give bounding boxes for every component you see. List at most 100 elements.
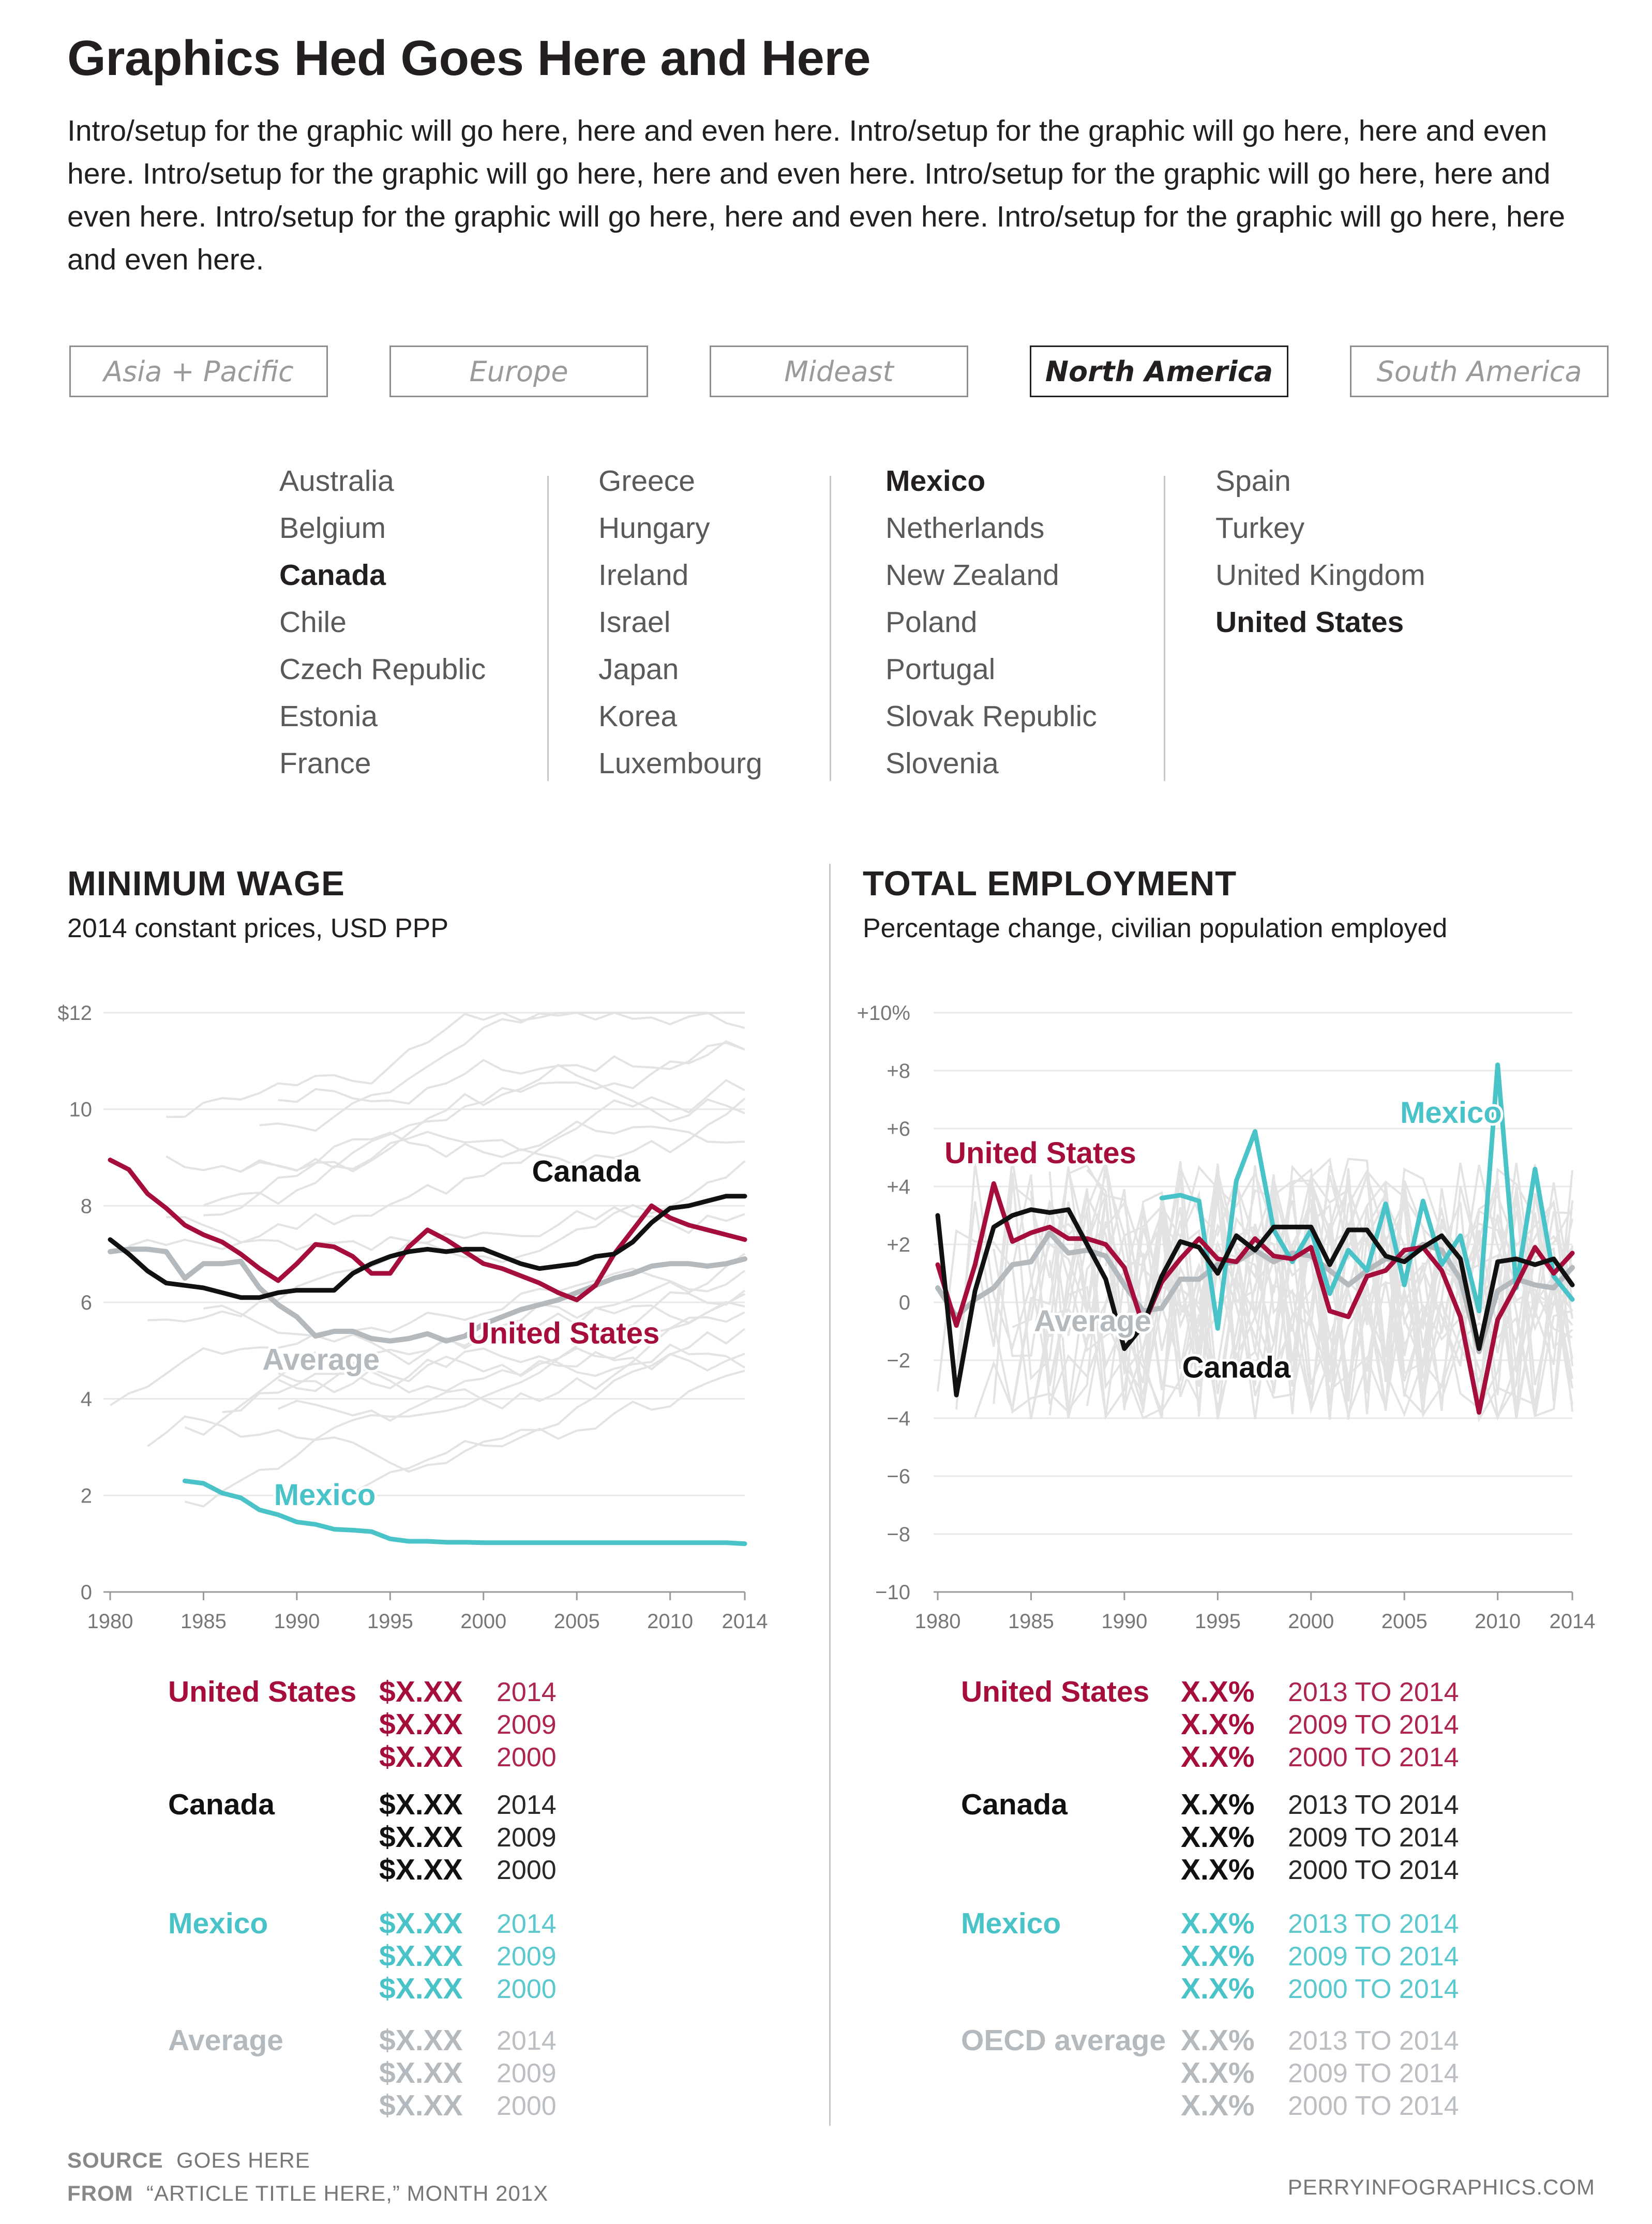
summary-period: 2000 [497,2091,557,2121]
summary-period: 2014 [497,2026,557,2056]
country-item[interactable]: Japan [598,653,679,686]
summary-period: 2009 [497,1710,557,1740]
background-country-line [166,1063,745,1173]
background-country-line [278,1370,745,1506]
minimum-wage-chart: 0 2 4 6 8 10 $12 1980 1985 1990 1995 2000 2005 2010 20… [57,1002,768,1633]
background-country-line [184,1289,746,1508]
y-tick-label: 6 [81,1291,92,1314]
country-column: Australia Belgium Canada Chile Czech Republi… [279,458,486,787]
wage-chart-header: MINIMUM WAGE 2014 constant prices, USD P… [67,864,448,944]
summary-period: 2013 TO 2014 [1288,1790,1459,1820]
country-item[interactable]: Australia [279,464,394,498]
summary-period: 2000 [497,1742,557,1772]
country-item[interactable]: Turkey [1215,512,1305,545]
summary-value: X.X% [1181,1907,1255,1940]
x-tick-label: 2014 [1550,1610,1596,1633]
x-tick-label: 2000 [460,1610,506,1633]
summary-value: $X.XX [379,2056,463,2090]
country-item[interactable]: Chile [279,606,347,639]
y-tick-label: +4 [887,1176,910,1198]
summary-value: X.X% [1181,1788,1255,1821]
x-tick-label: 2005 [554,1610,600,1633]
y-tick-label: 4 [81,1388,92,1411]
panel-divider [829,864,831,2126]
country-item[interactable]: France [279,747,371,780]
summary-value: $X.XX [379,2089,463,2122]
background-country-line [278,1042,745,1105]
y-tick-label: −10 [875,1581,910,1604]
background-country-line [259,1011,745,1132]
country-item[interactable]: United Kingdom [1215,559,1425,592]
series-line-canada [935,1207,1575,1397]
summary-period: 2000 TO 2014 [1288,1855,1459,1885]
summary-period: 2014 [497,1909,557,1939]
country-item[interactable]: Poland [885,606,978,639]
summary-value: X.X% [1181,2089,1255,2122]
summary-period: 2014 [497,1677,557,1707]
summary-value: $X.XX [379,1708,463,1741]
x-tick-label: 1980 [87,1610,133,1633]
country-item[interactable]: Netherlands [885,512,1045,545]
summary-period: 2014 [497,1790,557,1820]
summary-value: X.X% [1181,1972,1255,2005]
country-item[interactable]: Israel [598,606,671,639]
country-item[interactable]: United States [1215,606,1404,639]
summary-period: 2009 TO 2014 [1288,1942,1459,1972]
y-tick-label: 0 [899,1291,910,1314]
column-divider [830,476,831,781]
background-country-line [278,1311,745,1422]
country-item[interactable]: Czech Republic [279,653,486,686]
summary-period: 2013 TO 2014 [1288,1909,1459,1939]
graphic-intro: Intro/setup for the graphic will go here… [67,114,1566,276]
series-line-mexico [182,1478,747,1546]
country-item[interactable]: Korea [598,700,678,733]
summary-value: X.X% [1181,1708,1255,1741]
employment-chart: −10 −8 −6 −4 −2 0 +2 +4 +6 +8 +10% 1980 1985 1990 1995… [857,1002,1596,1633]
summary-value: X.X% [1181,2056,1255,2090]
tab-europe[interactable]: Europe [389,345,648,397]
summary-value: X.X% [1181,2024,1255,2057]
summary-value: $X.XX [379,1788,463,1821]
country-item[interactable]: Mexico [885,464,986,498]
country-item[interactable]: Luxembourg [598,747,762,780]
summary-value: $X.XX [379,1740,463,1774]
series-line-mexico [1159,1062,1575,1331]
country-item[interactable]: Spain [1215,464,1291,498]
background-country-line [1048,1168,1573,1416]
tab-mideast[interactable]: Mideast [710,345,968,397]
employment-chart-header: TOTAL EMPLOYMENT Percentage change, civi… [863,864,1447,944]
tab-south-america[interactable]: South America [1350,345,1609,397]
x-tick-label: 2010 [1475,1610,1521,1633]
summary-period: 2009 TO 2014 [1288,1823,1459,1853]
tab-north-america[interactable]: North America [1030,345,1288,397]
country-item[interactable]: Belgium [279,512,386,545]
country-item[interactable]: Estonia [279,700,378,733]
x-tick-label: 1980 [915,1610,961,1633]
employment-chart-subtitle: Percentage change, civilian population e… [863,913,1448,943]
country-item[interactable]: New Zealand [885,559,1059,592]
country-item[interactable]: Slovak Republic [885,700,1097,733]
x-tick-label: 1995 [1195,1610,1241,1633]
x-tick-label: 2005 [1381,1610,1428,1633]
summary-series-name: United States [168,1675,357,1708]
x-tick-label: 2010 [647,1610,693,1633]
y-tick-label: −6 [887,1465,910,1488]
summary-value: X.X% [1181,1821,1255,1854]
summary-period: 2009 [497,2058,557,2088]
tab-asia-pacific[interactable]: Asia + Pacific [69,345,328,397]
country-item[interactable]: Ireland [598,559,689,592]
summary-period: 2013 TO 2014 [1288,2026,1459,2056]
summary-period: 2009 TO 2014 [1288,2058,1459,2088]
country-item[interactable]: Slovenia [885,747,999,780]
country-item[interactable]: Greece [598,464,695,498]
x-tick-label: 1990 [1101,1610,1147,1633]
country-item[interactable]: Portugal [885,653,996,686]
y-tick-label: $12 [57,1002,92,1025]
summary-value: X.X% [1181,1853,1255,1886]
y-tick-label: −2 [887,1349,910,1372]
summary-value: $X.XX [379,1940,463,1973]
country-item[interactable]: Hungary [598,512,710,545]
series-label-mexico: Mexico [1400,1096,1502,1130]
summary-value: X.X% [1181,1940,1255,1973]
country-item[interactable]: Canada [279,559,386,592]
